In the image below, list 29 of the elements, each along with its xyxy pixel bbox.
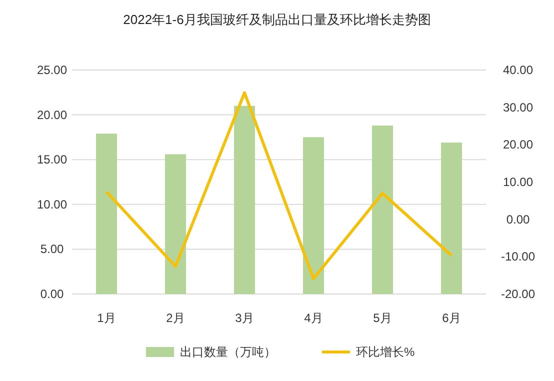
chart-title: 2022年1-6月我国玻纤及制品出口量及环比增长走势图 bbox=[123, 12, 431, 27]
y-tick-label: 0.00 bbox=[40, 287, 64, 301]
x-tick-label: 2月 bbox=[166, 311, 185, 325]
y2-tick-label: 30.00 bbox=[502, 100, 534, 114]
y2-tick-label: -20.00 bbox=[500, 287, 536, 301]
bar bbox=[441, 142, 462, 294]
y-tick-label: 5.00 bbox=[40, 242, 64, 256]
x-tick-label: 5月 bbox=[373, 311, 392, 325]
line-series bbox=[105, 91, 453, 280]
x-tick-label: 1月 bbox=[97, 311, 116, 325]
bar bbox=[303, 137, 324, 294]
bar bbox=[372, 126, 393, 294]
y2-tick-label: 20.00 bbox=[502, 138, 534, 152]
legend-label: 出口数量（万吨） bbox=[180, 345, 276, 359]
x-tick-label: 6月 bbox=[442, 311, 461, 325]
y-tick-label: 10.00 bbox=[36, 197, 68, 212]
bar bbox=[165, 154, 186, 294]
y2-tick-label: -10.00 bbox=[500, 250, 536, 264]
y-tick-label: 25.00 bbox=[36, 63, 68, 77]
y2-tick-label: 0.00 bbox=[506, 212, 530, 226]
y2-tick-label: 10.00 bbox=[502, 175, 534, 189]
x-tick-label: 3月 bbox=[235, 311, 254, 325]
bar bbox=[96, 134, 117, 294]
x-tick-label: 4月 bbox=[304, 311, 323, 325]
y2-tick-label: 40.00 bbox=[502, 63, 534, 77]
bar bbox=[234, 106, 255, 294]
legend-label: 环比增长% bbox=[356, 345, 415, 359]
y-tick-label: 15.00 bbox=[36, 152, 68, 167]
y-tick-label: 20.00 bbox=[36, 108, 68, 122]
